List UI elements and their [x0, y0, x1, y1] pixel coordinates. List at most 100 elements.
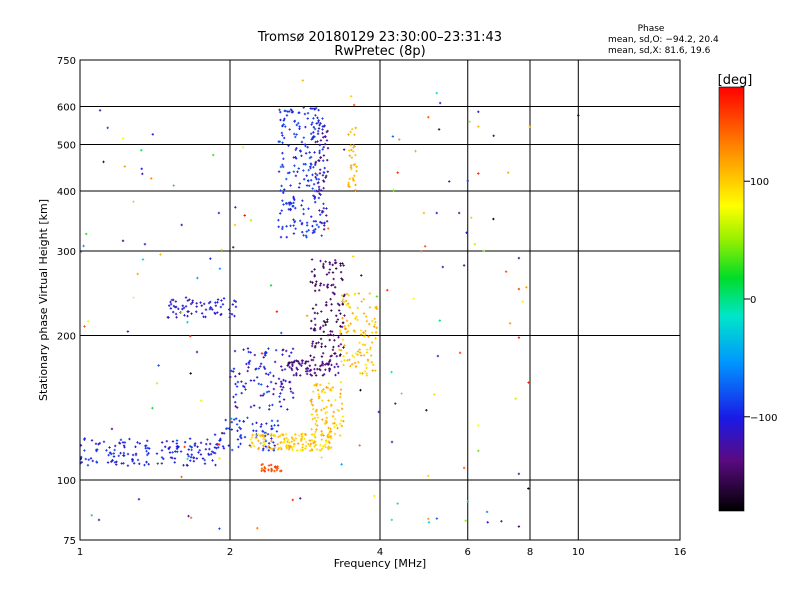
data-point: [328, 268, 332, 271]
data-point: [249, 219, 253, 222]
data-point: [347, 302, 350, 305]
data-point: [299, 374, 302, 377]
data-point: [283, 188, 286, 191]
data-point: [373, 323, 376, 326]
data-point: [320, 234, 323, 237]
data-point: [312, 182, 316, 186]
data-point: [289, 387, 292, 390]
data-point: [321, 418, 324, 421]
data-point: [176, 446, 180, 449]
data-point: [320, 447, 324, 450]
data-point: [106, 461, 110, 464]
data-point: [302, 136, 306, 139]
data-point: [326, 146, 330, 150]
data-point: [304, 125, 307, 129]
data-point: [215, 447, 218, 450]
data-point: [332, 410, 336, 414]
data-point: [267, 373, 270, 376]
data-point: [288, 201, 292, 204]
data-point: [341, 321, 345, 324]
data-point: [308, 184, 311, 188]
data-point: [121, 239, 125, 243]
data-point: [196, 445, 199, 448]
data-point: [304, 440, 308, 444]
data-point: [414, 149, 417, 153]
data-point: [220, 299, 223, 302]
data-point: [318, 209, 321, 212]
data-point: [302, 212, 305, 216]
data-point: [332, 277, 335, 281]
data-point: [335, 362, 338, 366]
data-point: [132, 296, 135, 299]
data-point: [340, 424, 344, 428]
data-point: [232, 395, 235, 399]
data-point: [278, 434, 282, 438]
data-point: [373, 325, 376, 328]
data-point: [309, 369, 312, 372]
data-point: [122, 454, 125, 457]
data-point: [228, 312, 232, 315]
colorbar: [718, 86, 745, 512]
data-point: [329, 387, 333, 391]
data-point: [317, 393, 320, 396]
data-point: [136, 441, 139, 444]
data-point: [246, 347, 250, 350]
data-point: [304, 234, 308, 237]
data-point: [317, 127, 321, 130]
data-point: [315, 448, 319, 451]
data-point: [248, 359, 252, 363]
data-point: [175, 447, 179, 450]
data-point: [169, 300, 172, 304]
data-point: [361, 372, 364, 375]
data-point: [280, 365, 283, 368]
data-point: [282, 398, 286, 401]
data-point: [333, 425, 336, 429]
data-point: [184, 296, 188, 299]
data-point: [199, 453, 203, 456]
data-point: [412, 297, 415, 300]
data-point: [308, 444, 312, 448]
data-point: [338, 354, 342, 357]
data-point: [290, 367, 293, 370]
data-point: [328, 446, 332, 450]
data-point: [324, 345, 327, 348]
data-point: [145, 450, 148, 453]
data-point: [322, 283, 326, 287]
data-point: [155, 452, 159, 455]
data-point: [277, 225, 280, 228]
data-point: [291, 347, 295, 350]
data-point: [321, 128, 324, 131]
data-point: [374, 320, 377, 324]
data-point: [329, 430, 333, 433]
data-point: [319, 326, 322, 329]
data-point: [257, 382, 260, 386]
data-point: [350, 362, 354, 366]
data-point: [319, 259, 322, 263]
data-point: [218, 457, 221, 460]
data-point: [292, 218, 295, 221]
data-point: [319, 433, 323, 437]
data-point: [313, 440, 317, 444]
data-point: [339, 325, 342, 328]
data-point: [221, 445, 225, 448]
data-point: [321, 117, 324, 120]
x-tick-label: 8: [527, 547, 533, 558]
data-point: [300, 437, 304, 441]
data-point: [298, 182, 302, 185]
y-tick-label: 600: [57, 103, 76, 114]
data-point: [322, 202, 325, 206]
data-point: [317, 341, 320, 344]
data-point: [280, 209, 283, 212]
data-point: [301, 230, 304, 234]
data-point: [347, 184, 350, 188]
data-point: [204, 308, 208, 311]
data-point: [312, 328, 316, 331]
data-point: [348, 154, 351, 157]
data-point: [300, 204, 303, 207]
data-point: [316, 416, 320, 419]
data-point: [364, 329, 367, 333]
data-point: [264, 438, 267, 441]
data-point: [173, 461, 176, 464]
data-point: [207, 452, 210, 456]
data-point: [195, 457, 199, 460]
